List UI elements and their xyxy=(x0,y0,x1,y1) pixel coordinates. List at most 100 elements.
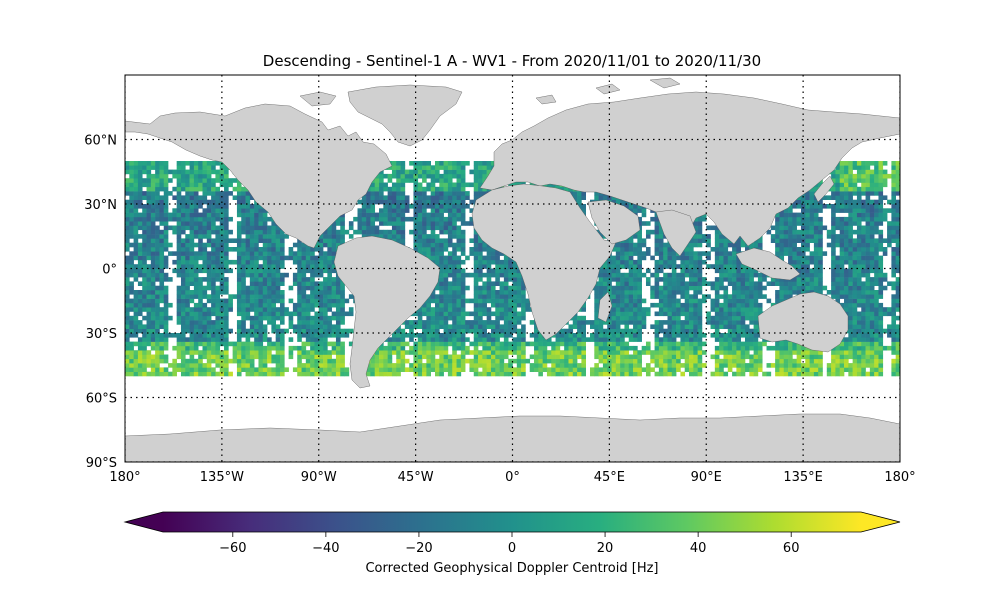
data-cell xyxy=(327,307,332,312)
data-cell xyxy=(344,367,350,372)
data-cell xyxy=(159,247,165,252)
data-cell xyxy=(482,350,487,355)
data-cell xyxy=(198,199,203,205)
data-cell xyxy=(426,307,431,312)
data-cell xyxy=(267,315,272,321)
data-cell xyxy=(198,165,203,170)
data-cell xyxy=(206,264,212,269)
data-cell xyxy=(361,212,367,218)
data-cell xyxy=(486,341,492,347)
data-cell xyxy=(314,358,320,364)
data-cell xyxy=(430,251,436,256)
data-cell xyxy=(452,333,457,338)
data-cell xyxy=(327,229,332,235)
data-cell xyxy=(379,221,384,226)
data-cell xyxy=(460,298,466,304)
data-cell xyxy=(215,173,221,179)
data-cell xyxy=(142,216,147,222)
data-cell xyxy=(301,354,307,360)
data-cell xyxy=(262,285,268,291)
data-cell xyxy=(219,173,225,179)
data-cell xyxy=(422,216,427,222)
data-cell xyxy=(594,367,599,372)
data-cell xyxy=(189,268,195,274)
data-cell xyxy=(495,315,500,321)
data-cell xyxy=(211,302,216,308)
data-cell xyxy=(633,302,638,308)
data-cell xyxy=(159,345,165,351)
data-cell xyxy=(129,178,134,183)
data-cell xyxy=(185,191,190,196)
data-cell xyxy=(314,255,320,261)
data-cell xyxy=(185,251,190,256)
data-cell xyxy=(323,285,328,291)
data-cell xyxy=(142,277,147,282)
data-cell xyxy=(180,315,186,321)
data-cell xyxy=(155,268,160,274)
data-cell xyxy=(447,165,453,170)
data-cell xyxy=(292,324,298,329)
data-cell xyxy=(460,294,466,299)
data-cell xyxy=(331,341,337,347)
data-cell xyxy=(633,277,638,282)
data-cell xyxy=(155,337,160,342)
data-cell xyxy=(443,259,449,265)
data-cell xyxy=(305,324,311,329)
data-cell xyxy=(628,238,634,243)
data-cell xyxy=(215,290,221,295)
data-cell xyxy=(185,294,190,299)
data-cell xyxy=(443,320,449,325)
data-cell xyxy=(224,208,229,213)
data-cell xyxy=(486,251,492,256)
data-cell xyxy=(577,204,582,209)
data-cell xyxy=(262,371,268,377)
data-cell xyxy=(581,204,586,209)
data-cell xyxy=(258,204,264,209)
data-cell xyxy=(615,341,621,347)
data-cell xyxy=(439,182,444,188)
data-cell xyxy=(314,242,320,248)
data-cell xyxy=(602,259,608,265)
data-cell xyxy=(168,251,173,256)
data-cell xyxy=(133,169,139,175)
data-cell xyxy=(594,315,599,321)
data-cell xyxy=(297,268,302,274)
data-cell xyxy=(607,324,612,329)
data-cell xyxy=(559,333,565,338)
data-cell xyxy=(456,208,462,213)
data-cell xyxy=(538,345,543,351)
data-cell xyxy=(228,268,233,274)
data-cell xyxy=(568,363,574,368)
data-cell xyxy=(456,358,462,364)
data-cell xyxy=(314,272,320,278)
data-cell xyxy=(241,247,246,252)
data-cell xyxy=(404,367,410,372)
data-cell xyxy=(628,358,634,364)
data-cell xyxy=(219,225,225,231)
data-cell xyxy=(508,333,513,338)
data-cell xyxy=(344,298,350,304)
data-cell xyxy=(146,294,152,299)
data-cell xyxy=(318,259,324,265)
data-cell xyxy=(581,302,586,308)
data-cell xyxy=(236,199,242,205)
data-cell xyxy=(469,367,475,372)
data-cell xyxy=(598,281,604,286)
data-cell xyxy=(129,324,134,329)
data-cell xyxy=(215,186,221,192)
data-cell xyxy=(490,272,496,278)
data-cell xyxy=(137,328,143,334)
data-cell xyxy=(555,358,561,364)
data-cell xyxy=(400,221,406,226)
data-cell xyxy=(189,178,195,183)
data-cell xyxy=(443,161,449,166)
data-cell xyxy=(486,367,492,372)
data-cell xyxy=(185,195,190,200)
data-cell xyxy=(125,204,130,209)
data-cell xyxy=(129,363,134,368)
data-cell xyxy=(426,320,431,325)
data-cell xyxy=(267,294,272,299)
data-cell xyxy=(452,363,457,368)
data-cell xyxy=(495,350,500,355)
data-cell xyxy=(310,264,315,269)
